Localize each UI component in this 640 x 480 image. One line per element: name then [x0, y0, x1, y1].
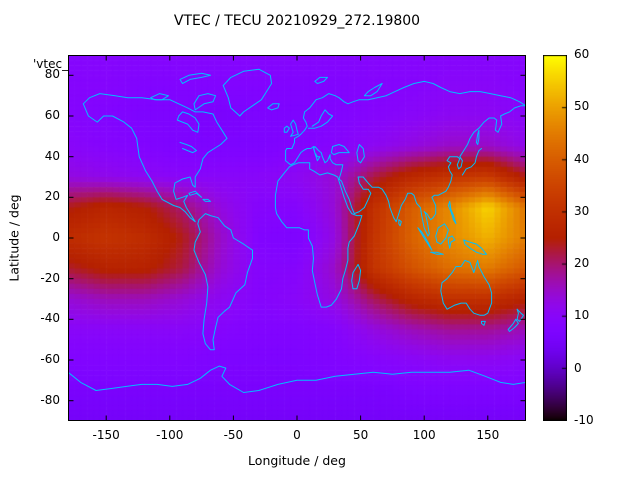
colorbar-tick-label: 60 [574, 47, 590, 61]
x-tick-label: 150 [476, 428, 500, 442]
colorbar-tick-label: -10 [574, 413, 594, 427]
y-tick-label: -40 [40, 311, 60, 326]
y-tick-label: -20 [40, 270, 60, 285]
colorbar-tick-label: 30 [574, 203, 590, 218]
y-tick-label: 0 [52, 230, 60, 244]
colorbar-tick-label: 0 [574, 360, 582, 375]
colorbar [543, 55, 567, 421]
y-tick-label: 20 [44, 189, 60, 204]
x-tick-label: 50 [352, 428, 369, 442]
x-tick-label: 100 [412, 428, 436, 442]
y-tick-label: -60 [40, 352, 60, 366]
chart-title: VTEC / TECU 20210929_272.19800 [173, 13, 421, 29]
series-key-label: 'vtec_ [33, 57, 69, 71]
plot-area [68, 55, 526, 421]
heatmap-canvas [68, 55, 526, 421]
y-tick-label: 80 [44, 67, 60, 82]
x-axis-label: Longitude / deg [248, 453, 346, 468]
x-tick-label: -150 [92, 428, 120, 442]
colorbar-tick-label: 20 [574, 256, 590, 271]
x-tick-label: -50 [223, 428, 244, 442]
colorbar-tick-label: 40 [574, 151, 590, 166]
x-tick-label: -100 [156, 428, 184, 442]
y-tick-label: -80 [40, 392, 60, 407]
coastline-overlay [68, 68, 526, 393]
y-tick-label: 40 [44, 148, 60, 163]
x-tick-label: 0 [293, 428, 301, 442]
colorbar-tick-label: 10 [574, 308, 590, 323]
colorbar-tick-label: 50 [574, 99, 590, 114]
plot-frame [68, 55, 526, 421]
y-tick-label: 60 [44, 108, 60, 122]
